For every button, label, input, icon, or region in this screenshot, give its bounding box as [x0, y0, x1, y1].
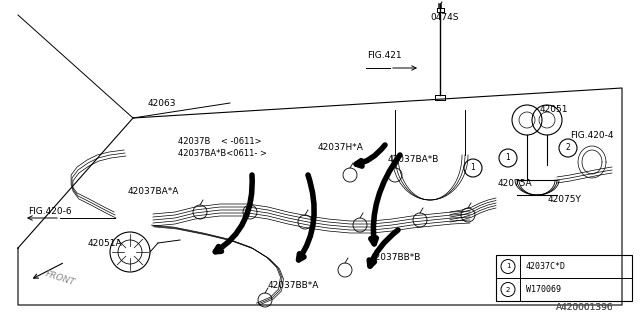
Text: 42051: 42051: [540, 106, 568, 115]
Text: 2: 2: [566, 143, 570, 153]
Text: 42037BB*A: 42037BB*A: [268, 281, 319, 290]
Bar: [496, 255, 632, 301]
Text: 2: 2: [506, 286, 510, 292]
Text: FIG.421: FIG.421: [367, 51, 402, 60]
Text: 42037BB*B: 42037BB*B: [370, 253, 421, 262]
Text: 0474S: 0474S: [430, 13, 458, 22]
Text: W170069: W170069: [526, 285, 561, 294]
Text: 1: 1: [506, 263, 510, 269]
Text: FIG.420-4: FIG.420-4: [570, 131, 614, 140]
Text: 42063: 42063: [148, 99, 177, 108]
Text: 42037C*D: 42037C*D: [526, 262, 566, 271]
Text: 42075A: 42075A: [498, 179, 532, 188]
Text: FIG.420-6: FIG.420-6: [28, 206, 72, 215]
Text: 42037B    < -0611>: 42037B < -0611>: [178, 138, 262, 147]
Text: 42037BA*A: 42037BA*A: [128, 188, 179, 196]
Text: 42037H*A: 42037H*A: [318, 143, 364, 153]
Text: 1: 1: [470, 164, 476, 172]
Text: 42037BA*B: 42037BA*B: [388, 156, 440, 164]
Text: A420001396: A420001396: [556, 303, 614, 313]
Text: 42037BA*B<0611- >: 42037BA*B<0611- >: [178, 148, 267, 157]
Text: 42075Y: 42075Y: [548, 196, 582, 204]
Text: 42051A: 42051A: [88, 238, 123, 247]
Text: 1: 1: [506, 154, 510, 163]
Text: FRONT: FRONT: [44, 269, 76, 287]
Text: A420001396: A420001396: [556, 303, 614, 313]
